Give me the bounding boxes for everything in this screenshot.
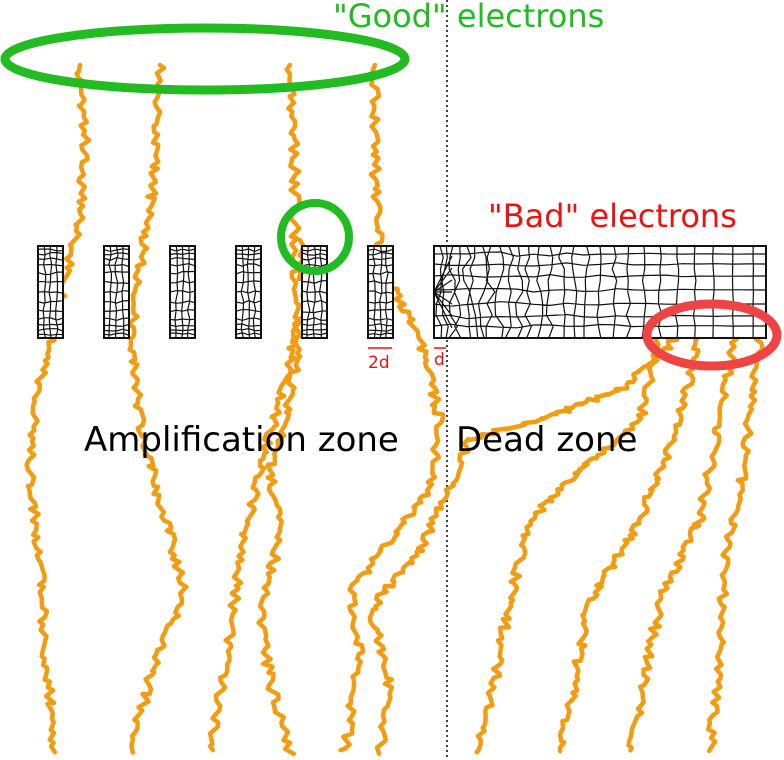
bad-electrons-label: "Bad" electrons	[488, 197, 737, 235]
electrode-strips	[37, 245, 394, 339]
electron-track	[367, 332, 683, 756]
electron-track	[256, 62, 305, 757]
dim-d-label: d	[434, 350, 445, 370]
dim-2d-label: 2d	[368, 353, 390, 373]
bad-electrons-ellipse	[642, 299, 782, 371]
good-electrons-ellipse	[0, 23, 410, 95]
amplification-zone-label: Amplification zone	[84, 420, 399, 460]
good-electron-circle	[277, 199, 353, 275]
electron-track	[474, 332, 663, 755]
dead-zone-electrode	[433, 245, 767, 339]
electrode-strip	[37, 245, 64, 339]
electrode-strip	[367, 245, 394, 339]
electrode-strip	[103, 245, 130, 339]
electron-track	[706, 332, 765, 754]
electrode-strip	[169, 245, 196, 339]
electron-track	[24, 62, 92, 755]
good-electrons-label: "Good" electrons	[333, 0, 604, 35]
electron-tracks	[24, 62, 765, 757]
dead-zone-label: Dead zone	[456, 420, 637, 460]
electron-track	[557, 332, 703, 754]
electron-track	[338, 62, 446, 753]
electrode-strip	[301, 245, 328, 339]
electron-track	[126, 62, 189, 755]
electron-track	[626, 332, 739, 753]
electrode-strip	[235, 245, 262, 339]
